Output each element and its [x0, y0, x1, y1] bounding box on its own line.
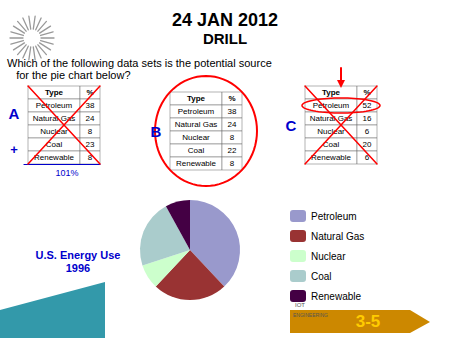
svg-text:Nuclear: Nuclear: [317, 127, 345, 136]
svg-text:16: 16: [363, 114, 372, 123]
svg-text:B: B: [151, 123, 162, 140]
svg-text:22: 22: [228, 146, 237, 155]
svg-text:8: 8: [88, 127, 93, 136]
svg-text:8: 8: [230, 133, 235, 142]
svg-text:38: 38: [86, 101, 95, 110]
svg-text:8: 8: [87, 153, 93, 162]
svg-text:Coal: Coal: [188, 146, 205, 155]
svg-text:DRILL: DRILL: [203, 30, 247, 47]
svg-text:Natural Gas: Natural Gas: [310, 114, 353, 123]
svg-text:101%: 101%: [55, 168, 78, 178]
svg-text:Petroleum: Petroleum: [178, 107, 215, 116]
svg-text:ENGINEERING: ENGINEERING: [293, 312, 328, 318]
svg-text:1996: 1996: [66, 262, 90, 274]
svg-text:Coal: Coal: [322, 140, 340, 149]
svg-text:Type: Type: [45, 88, 64, 97]
svg-text:%: %: [228, 94, 235, 103]
svg-text:Nuclear: Nuclear: [311, 251, 346, 262]
svg-text:Petroleum: Petroleum: [313, 101, 350, 110]
svg-text:Petroleum: Petroleum: [36, 101, 73, 110]
svg-text:Renewable: Renewable: [176, 159, 217, 168]
svg-text:%: %: [363, 88, 370, 97]
svg-text:6: 6: [365, 127, 370, 136]
svg-text:Which of the following data se: Which of the following data sets is the …: [7, 57, 272, 69]
svg-text:Renewable: Renewable: [311, 291, 361, 302]
svg-text:%: %: [86, 88, 93, 97]
svg-text:U.S. Energy Use: U.S. Energy Use: [36, 249, 121, 261]
svg-text:52: 52: [363, 101, 372, 110]
svg-text:Type: Type: [322, 88, 341, 97]
svg-text:Natural Gas: Natural Gas: [175, 120, 218, 129]
svg-text:3-5: 3-5: [356, 312, 381, 331]
svg-text:Renewable: Renewable: [34, 153, 75, 162]
svg-text:Nuclear: Nuclear: [182, 133, 210, 142]
svg-text:Type: Type: [187, 94, 206, 103]
svg-text:24: 24: [86, 114, 95, 123]
svg-text:A: A: [9, 105, 20, 122]
svg-text:Nuclear: Nuclear: [40, 127, 68, 136]
svg-text:+: +: [10, 142, 18, 157]
svg-text:C: C: [286, 117, 297, 134]
svg-text:20: 20: [363, 140, 372, 149]
svg-text:IOT: IOT: [295, 302, 305, 308]
svg-text:Petroleum: Petroleum: [311, 211, 357, 222]
svg-text:24 JAN 2012: 24 JAN 2012: [172, 10, 278, 30]
svg-text:Natural Gas: Natural Gas: [311, 231, 364, 242]
svg-text:24: 24: [228, 120, 237, 129]
svg-text:8: 8: [230, 159, 235, 168]
svg-text:38: 38: [228, 107, 237, 116]
svg-text:23: 23: [86, 140, 95, 149]
svg-text:Coal: Coal: [45, 140, 63, 149]
svg-text:Natural Gas: Natural Gas: [33, 114, 76, 123]
svg-text:6: 6: [364, 153, 370, 162]
svg-text:for the pie chart below?: for the pie chart below?: [7, 69, 131, 81]
svg-text:Renewable: Renewable: [311, 153, 352, 162]
svg-text:Coal: Coal: [311, 271, 332, 282]
